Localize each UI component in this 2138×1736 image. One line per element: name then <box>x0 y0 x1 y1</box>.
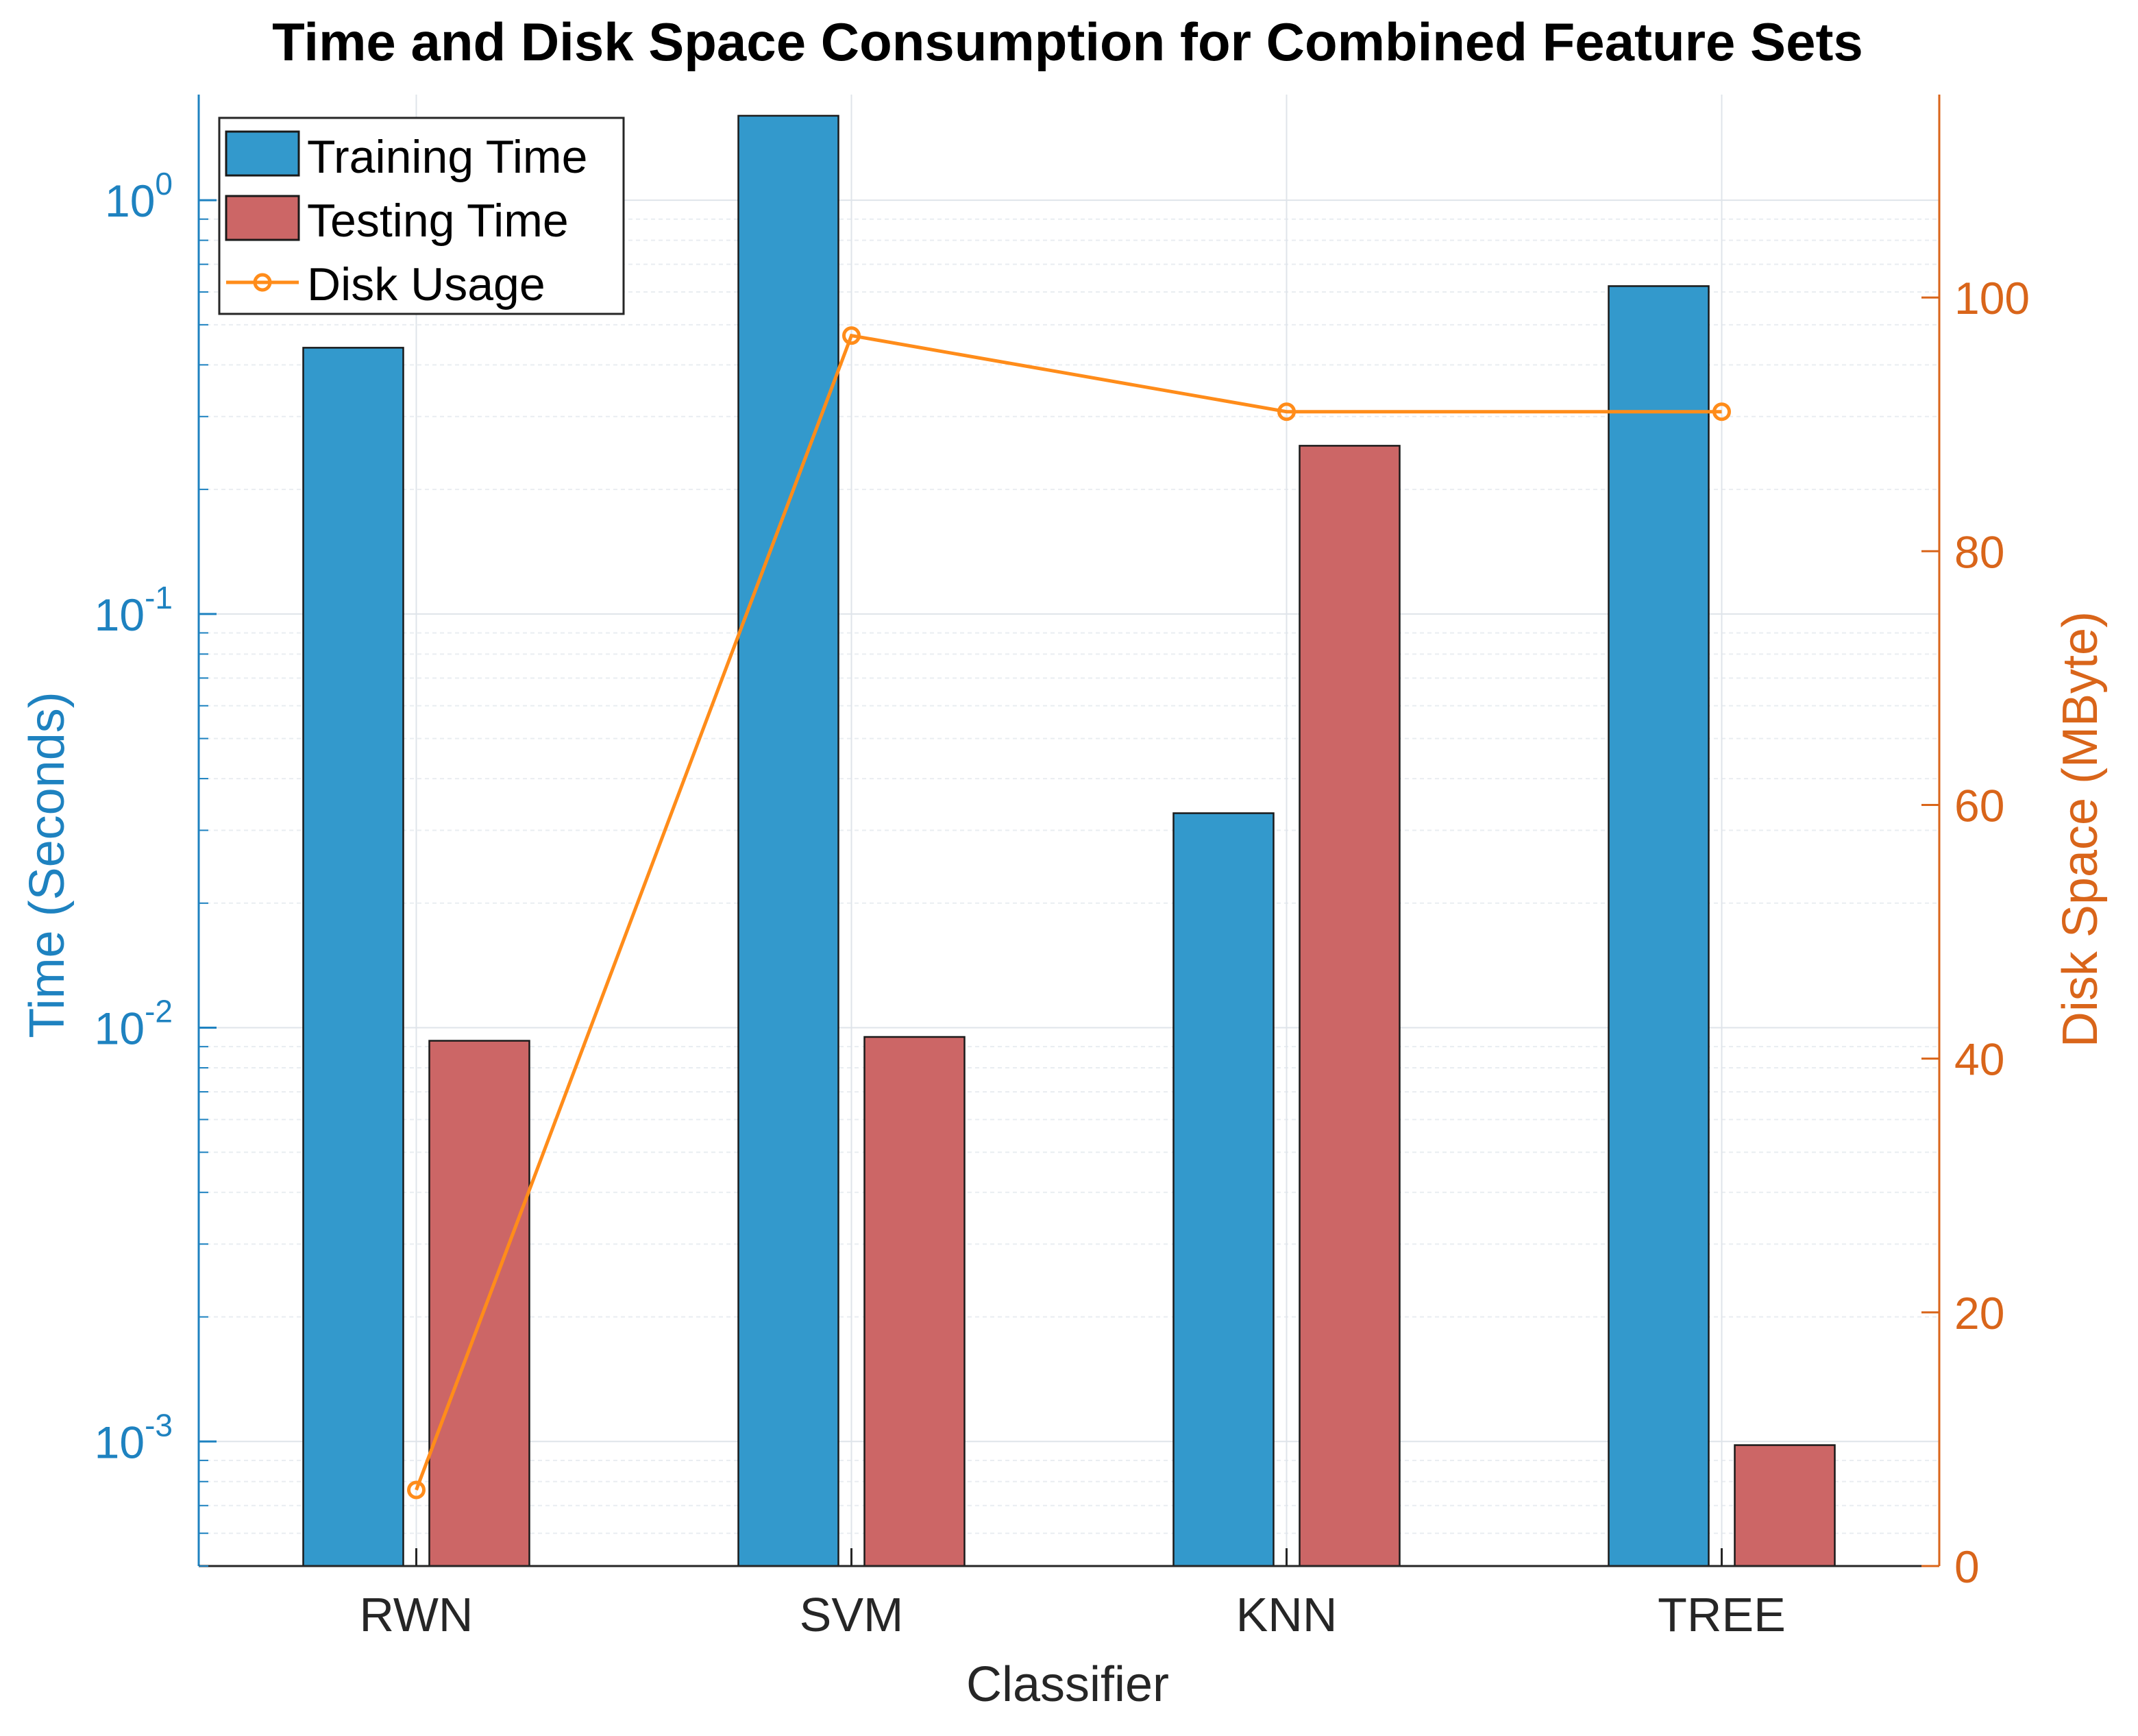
y-right-tick-label: 60 <box>1954 780 2004 831</box>
legend: Training Time Testing Time Disk Usage <box>218 117 625 315</box>
axes-layer: 100 10-1 10-2 10-3 0 20 40 60 80 100 RWN SVM KNN TREE <box>95 95 2030 1641</box>
y-left-axis-title: Time (Seconds) <box>20 692 75 1038</box>
x-tick-label-tree: TREE <box>1658 1588 1786 1641</box>
y-right-tick-label: 20 <box>1954 1288 2004 1338</box>
y-left-tick-label: 10-1 <box>95 580 173 640</box>
y-right-tick-label: 80 <box>1954 526 2004 577</box>
x-tick-label-svm: SVM <box>800 1588 904 1641</box>
line-layer <box>407 326 1731 1500</box>
bar-testing-time-rwn <box>428 1040 530 1567</box>
x-tick-label-rwn: RWN <box>360 1588 474 1641</box>
disk-usage-marker-tree <box>1712 402 1731 421</box>
bar-testing-time-svm <box>863 1036 966 1567</box>
disk-usage-marker-svm <box>842 326 861 345</box>
bar-testing-time-tree <box>1734 1444 1836 1567</box>
y-left-tick-label: 10-2 <box>95 994 173 1054</box>
bars-layer <box>302 114 1836 1567</box>
legend-swatch-testing-time <box>225 195 300 241</box>
disk-usage-marker-rwn <box>407 1480 426 1500</box>
disk-usage-line <box>415 333 1722 1491</box>
y-left-tick-exponent: -2 <box>145 994 173 1029</box>
y-right-tick-label: 40 <box>1954 1034 2004 1085</box>
legend-label-testing-time: Testing Time <box>307 195 569 247</box>
y-right-axis-title: Disk Space (MByte) <box>2053 611 2108 1047</box>
y-left-tick-exponent: 0 <box>155 166 173 201</box>
legend-marker-disk-usage <box>253 273 272 292</box>
legend-label-disk-usage: Disk Usage <box>307 258 545 310</box>
bar-testing-time-knn <box>1299 445 1401 1567</box>
x-axis-title: Classifier <box>966 1657 1169 1712</box>
bar-training-time-rwn <box>302 347 404 1567</box>
legend-label-training-time: Training Time <box>307 131 587 183</box>
y-left-tick-exponent: -1 <box>145 580 173 615</box>
bar-training-time-svm <box>737 114 839 1567</box>
legend-swatch-training-time <box>225 130 300 177</box>
bar-training-time-tree <box>1608 285 1710 1567</box>
y-left-tick-label: 10-3 <box>95 1407 173 1467</box>
y-left-tick-label: 100 <box>105 166 173 226</box>
y-right-tick-label: 100 <box>1954 273 2030 323</box>
x-tick-label-knn: KNN <box>1236 1588 1338 1641</box>
disk-usage-marker-knn <box>1277 402 1296 421</box>
labels-layer: Classifier Time (Seconds) Disk Space (MB… <box>20 611 2108 1712</box>
chart-title: Time and Disk Space Consumption for Comb… <box>272 12 1863 72</box>
y-right-tick-label: 0 <box>1954 1541 1980 1592</box>
y-left-tick-exponent: -3 <box>145 1407 173 1443</box>
bar-training-time-knn <box>1172 812 1275 1567</box>
